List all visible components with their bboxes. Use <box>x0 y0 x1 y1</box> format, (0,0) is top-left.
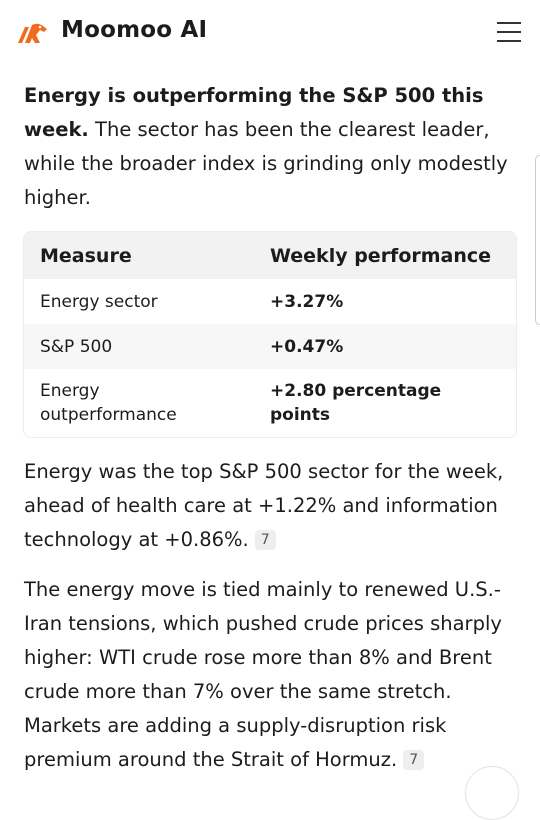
table-header: Weekly performance <box>254 232 516 279</box>
table-cell: Energy sector <box>40 291 158 312</box>
brand[interactable]: Moomoo AI <box>61 17 208 43</box>
menu-button[interactable] <box>496 21 522 43</box>
paragraph: The energy move is tied mainly to renewe… <box>24 573 518 777</box>
scrollbar[interactable] <box>535 155 540 325</box>
logo[interactable] <box>16 21 50 45</box>
paragraph-text: The energy move is tied mainly to renewe… <box>24 578 502 771</box>
message: Energy is outperforming the S&P 500 this… <box>23 79 518 777</box>
intro: Energy is outperforming the S&P 500 this… <box>24 79 518 215</box>
paragraph: Energy was the top S&P 500 sector for th… <box>24 455 518 557</box>
table-cell: S&P 500 <box>24 324 254 369</box>
intro-bold: Energy is outperforming the S&P 500 this… <box>24 84 484 141</box>
paragraph-text: Energy was the top S&P 500 sector for th… <box>24 460 504 551</box>
table-cell: Energy outperformance <box>40 381 177 425</box>
citation[interactable]: 7 <box>403 750 425 770</box>
table-cell: +0.47% <box>254 324 516 369</box>
citation[interactable]: 7 <box>254 530 276 550</box>
performance-table: Measure Weekly performance Energy sector… <box>23 231 517 438</box>
scroll-button[interactable] <box>465 766 519 820</box>
intro-text: The sector has been the clearest leader,… <box>24 118 508 209</box>
header: Moomoo AI <box>0 0 540 66</box>
table-cell: +3.27% <box>270 291 344 312</box>
table-cell: +2.80 percentage points <box>270 381 442 425</box>
table-header: Measure <box>24 232 254 279</box>
